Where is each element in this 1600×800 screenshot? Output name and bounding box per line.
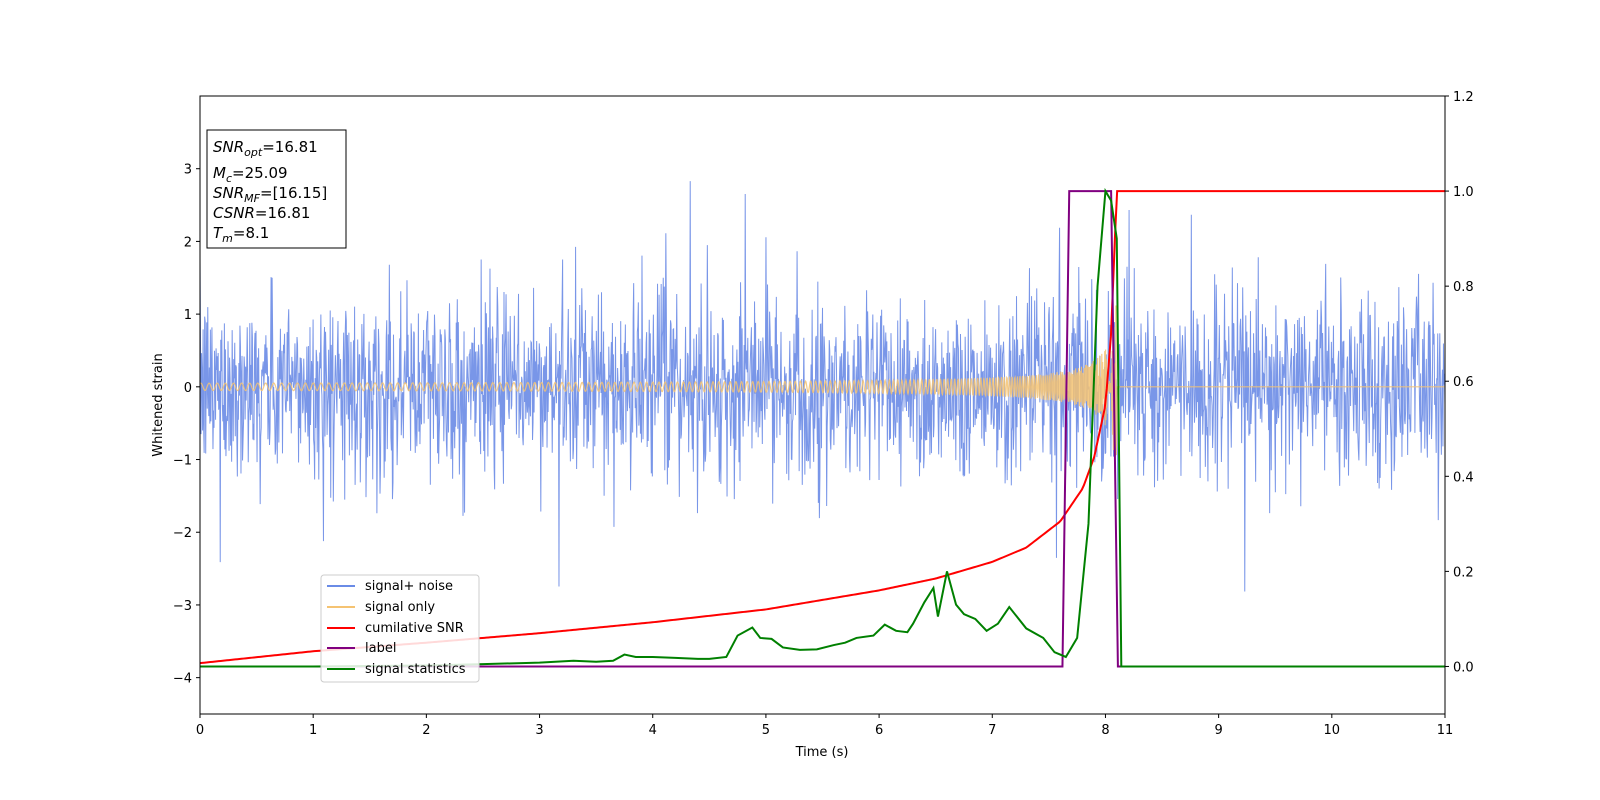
x-tick-label: 7 — [988, 723, 996, 738]
legend: signal+ noise signal only cumilative SNR… — [320, 574, 480, 683]
x-tick-label: 10 — [1324, 723, 1341, 738]
legend-entry-signal-only: signal only — [327, 600, 435, 615]
svg-text:signal only: signal only — [365, 600, 435, 615]
svg-text:signal+ noise: signal+ noise — [365, 579, 453, 594]
x-tick-label: 11 — [1437, 723, 1454, 738]
svg-text:signal statistics: signal statistics — [365, 662, 466, 677]
x-tick-label: 5 — [762, 723, 770, 738]
y-tick-label: −3 — [173, 599, 192, 614]
legend-entry-signal-statistics: signal statistics — [327, 662, 466, 677]
y2-tick-label: 0.8 — [1453, 280, 1474, 295]
x-tick-label: 4 — [649, 723, 657, 738]
annotation-snr-opt: SNRopt=16.81 — [213, 138, 318, 159]
y-tick-label: 2 — [184, 235, 192, 250]
series-signal-statistics-line — [200, 187, 1445, 668]
series-signal-noise-line — [200, 181, 1445, 592]
y-tick-label: 3 — [184, 163, 192, 178]
annotation-tm: Tm=8.1 — [213, 224, 269, 245]
y-tick-label: −4 — [173, 672, 192, 687]
x-tick-label: 9 — [1214, 723, 1222, 738]
x-tick-label: 6 — [875, 723, 883, 738]
y-tick-label: 0 — [184, 381, 192, 396]
y-tick-label: −1 — [173, 454, 192, 469]
x-axis-label: Time (s) — [795, 745, 849, 760]
legend-entry-label: label — [327, 641, 396, 656]
annotation-snr-mf: SNRMF=[16.15] — [213, 184, 327, 205]
y2-tick-label: 1.2 — [1453, 90, 1474, 105]
y-tick-label: 1 — [184, 308, 192, 323]
y2-tick-label: 0.0 — [1453, 660, 1474, 675]
y2-tick-label: 0.2 — [1453, 565, 1474, 580]
legend-entry-cumulative-snr: cumilative SNR — [327, 621, 464, 636]
x-tick-label: 8 — [1101, 723, 1109, 738]
legend-entry-signal-noise: signal+ noise — [327, 579, 453, 594]
x-tick-label: 0 — [196, 723, 204, 738]
x-tick-label: 2 — [422, 723, 430, 738]
series-signal-only-line — [200, 305, 1445, 456]
y-tick-label: −2 — [173, 526, 192, 541]
x-tick-label: 1 — [309, 723, 317, 738]
axes-frame — [199, 95, 1446, 715]
axis-ticks: 0 1 2 3 4 5 6 7 8 9 10 11 −4 −3 −2 −1 0 1 2 3 0.0 0.2 0.4 0.6 0.… — [173, 90, 1474, 738]
y-axis-label: Whitened strain — [151, 353, 166, 456]
y2-tick-label: 0.6 — [1453, 375, 1474, 390]
y2-tick-label: 0.4 — [1453, 470, 1474, 485]
x-tick-label: 3 — [535, 723, 543, 738]
annotation-mc: Mc=25.09 — [213, 164, 288, 185]
metrics-annotation-box: SNRopt=16.81 Mc=25.09 SNRMF=[16.15] CSNR… — [206, 129, 347, 249]
svg-text:cumilative SNR: cumilative SNR — [365, 621, 464, 636]
annotation-csnr: CSNR=16.81 — [213, 204, 310, 222]
svg-text:label: label — [365, 641, 396, 656]
y2-tick-label: 1.0 — [1453, 185, 1474, 200]
